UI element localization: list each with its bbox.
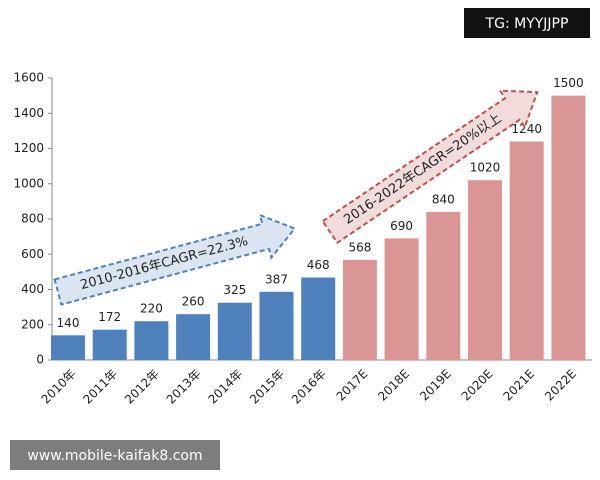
y-tick-label: 1200 xyxy=(13,141,44,155)
y-tick-label: 1000 xyxy=(13,176,44,190)
y-tick-label: 0 xyxy=(36,353,44,367)
value-label: 140 xyxy=(57,316,80,330)
bar xyxy=(301,277,336,360)
y-tick-label: 800 xyxy=(21,212,44,226)
bar xyxy=(468,180,502,360)
value-label: 1020 xyxy=(470,161,501,175)
bar xyxy=(384,238,419,360)
value-label: 1500 xyxy=(553,76,584,90)
value-label: 387 xyxy=(265,272,288,286)
value-label: 325 xyxy=(223,283,246,297)
bar xyxy=(509,141,544,360)
y-tick-label: 1600 xyxy=(13,71,44,85)
bar xyxy=(426,211,461,360)
value-label: 568 xyxy=(348,240,371,254)
value-label: 260 xyxy=(182,295,205,309)
value-label: 172 xyxy=(98,310,121,324)
y-tick-label: 400 xyxy=(21,282,44,296)
arrow-shape xyxy=(321,89,539,245)
bar xyxy=(176,314,211,360)
value-label: 840 xyxy=(432,192,455,206)
watermark-box xyxy=(464,8,590,38)
bar xyxy=(259,291,294,360)
bar xyxy=(217,302,252,360)
watermark: TG: MYYJJPP xyxy=(485,16,569,32)
value-label: 1240 xyxy=(511,122,542,136)
bar xyxy=(51,335,85,360)
bar xyxy=(551,95,586,360)
value-label: 220 xyxy=(140,302,163,316)
bar xyxy=(134,321,169,360)
y-tick-label: 600 xyxy=(21,247,44,261)
bar xyxy=(342,259,377,360)
value-label: 690 xyxy=(390,219,413,233)
watermark-box xyxy=(10,440,220,470)
y-tick-label: 1400 xyxy=(13,106,44,120)
watermark: www.mobile-kaifak8.com xyxy=(27,448,202,464)
y-tick-label: 200 xyxy=(21,317,44,331)
arrow-shape xyxy=(53,213,297,306)
value-label: 468 xyxy=(307,258,330,272)
bar xyxy=(92,329,127,360)
